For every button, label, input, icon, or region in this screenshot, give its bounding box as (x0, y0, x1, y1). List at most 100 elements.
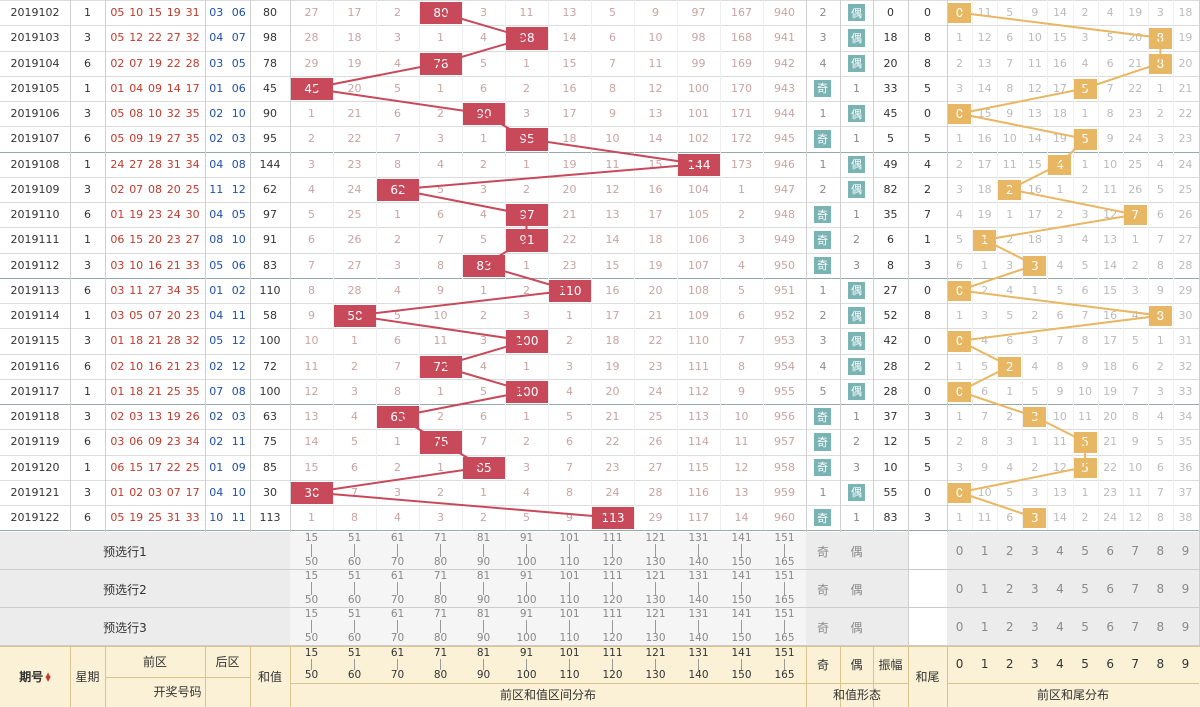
pred-range-option[interactable]: 51 60 (333, 609, 376, 644)
pred-range-option[interactable]: 61 70 (376, 533, 419, 568)
sum-range-miss: 8 (609, 81, 616, 95)
front-number: 19 (166, 410, 181, 424)
pred-odd-option[interactable]: 奇 (816, 582, 829, 597)
range-header: 141 150 (720, 648, 763, 681)
pred-range-option[interactable]: 131 140 (677, 571, 720, 606)
pred-tail-option[interactable]: 3 (1031, 544, 1039, 558)
pred-range-option[interactable]: 15 50 (290, 609, 333, 644)
pred-range-option[interactable]: 121 130 (634, 571, 677, 606)
pred-tail-option[interactable]: 2 (1005, 620, 1014, 634)
pred-tail-option[interactable]: 1 (980, 620, 989, 634)
grid-line (0, 480, 1200, 481)
tail-miss: 8 (981, 435, 989, 449)
pred-range-option[interactable]: 15 50 (290, 533, 333, 568)
pred-tail-option[interactable]: 4 (1056, 620, 1064, 634)
period-cell: 2019107 (10, 132, 60, 146)
pred-tail-option[interactable]: 5 (1081, 544, 1089, 558)
pred-range-option[interactable]: 151 165 (763, 533, 806, 568)
range-high: 90 (476, 632, 491, 644)
pred-tail-option[interactable]: 8 (1156, 620, 1165, 634)
pred-range-option[interactable]: 131 140 (677, 609, 720, 644)
pred-tail-option[interactable]: 3 (1031, 620, 1039, 634)
sum-header: 和值 (257, 670, 282, 684)
pred-tail-option[interactable]: 7 (1131, 544, 1140, 558)
grid-line (0, 429, 1200, 430)
grid-line (1047, 0, 1049, 531)
pred-range-option[interactable]: 151 165 (763, 571, 806, 606)
sum-range-miss: 948 (774, 208, 795, 222)
pred-range-option[interactable]: 111 120 (591, 533, 634, 568)
pred-range-option[interactable]: 91 100 (505, 609, 548, 644)
pred-tail-option[interactable]: 9 (1181, 620, 1190, 634)
pred-tail-option[interactable]: 0 (955, 544, 964, 558)
pred-tail-option[interactable]: 4 (1056, 544, 1064, 558)
pred-even-option[interactable]: 偶 (850, 544, 863, 559)
tail-miss: 19 (977, 208, 992, 222)
pred-tail-option[interactable]: 7 (1131, 620, 1140, 634)
pred-tail-option[interactable]: 4 (1056, 582, 1064, 596)
sum-range-miss: 944 (774, 107, 795, 121)
pred-range-option[interactable]: 71 80 (419, 533, 462, 568)
range-bar (784, 620, 785, 633)
pred-range-option[interactable]: 81 90 (462, 571, 505, 606)
pred-even-option[interactable]: 偶 (850, 620, 863, 635)
pred-range-option[interactable]: 141 150 (720, 571, 763, 606)
tail-digit-header: 1 (980, 657, 989, 672)
pred-range-option[interactable]: 121 130 (634, 533, 677, 568)
pred-range-option[interactable]: 121 130 (634, 609, 677, 644)
pred-tail-option[interactable]: 0 (955, 582, 964, 596)
pred-range-option[interactable]: 71 80 (419, 571, 462, 606)
sum-range-miss: 6 (437, 208, 444, 222)
pred-range-option[interactable]: 141 150 (720, 533, 763, 568)
pred-tail-option[interactable]: 8 (1156, 582, 1165, 596)
pred-range-option[interactable]: 91 100 (505, 533, 548, 568)
pred-range-option[interactable]: 15 50 (290, 571, 333, 606)
odd-miss: 1 (819, 485, 827, 499)
grid-line (634, 0, 635, 531)
pred-tail-option[interactable]: 6 (1106, 544, 1114, 558)
pred-odd-option[interactable]: 奇 (816, 620, 829, 635)
pred-range-option[interactable]: 71 80 (419, 609, 462, 644)
pred-tail-option[interactable]: 0 (955, 620, 964, 634)
pred-tail-option[interactable]: 9 (1181, 544, 1190, 558)
pred-range-option[interactable]: 111 120 (591, 609, 634, 644)
pred-tail-option[interactable]: 8 (1156, 544, 1165, 558)
pred-tail-option[interactable]: 9 (1181, 582, 1190, 596)
pred-tail-option[interactable]: 5 (1081, 582, 1089, 596)
pred-range-option[interactable]: 101 110 (548, 533, 591, 568)
sort-icon[interactable]: ▲ ▼ (45, 670, 51, 683)
pred-range-option[interactable]: 151 165 (763, 609, 806, 644)
sum-range-miss: 117 (688, 511, 709, 525)
sum-cell: 80 (263, 6, 277, 20)
pred-range-option[interactable]: 61 70 (376, 571, 419, 606)
pred-tail-option[interactable]: 6 (1106, 620, 1114, 634)
pred-tail-option[interactable]: 1 (980, 582, 989, 596)
pred-tail-option[interactable]: 7 (1131, 582, 1140, 596)
pred-range-option[interactable]: 81 90 (462, 533, 505, 568)
pred-range-option[interactable]: 61 70 (376, 609, 419, 644)
pred-tail-option[interactable]: 1 (980, 544, 989, 558)
pred-odd-option[interactable]: 奇 (816, 544, 829, 559)
sum-range-miss: 8 (566, 485, 573, 499)
even-miss: 1 (853, 511, 860, 525)
pred-range-option[interactable]: 141 150 (720, 609, 763, 644)
pred-tail-option[interactable]: 5 (1081, 620, 1089, 634)
pred-range-option[interactable]: 111 120 (591, 571, 634, 606)
pred-tail-option[interactable]: 6 (1106, 582, 1114, 596)
pred-range-option[interactable]: 131 140 (677, 533, 720, 568)
pred-tail-option[interactable]: 2 (1005, 544, 1014, 558)
pred-even-option[interactable]: 偶 (850, 582, 863, 597)
pred-range-option[interactable]: 51 60 (333, 571, 376, 606)
amplitude-cell: 52 (883, 309, 898, 323)
pred-range-option[interactable]: 101 110 (548, 609, 591, 644)
tail-miss: 3 (1156, 384, 1164, 398)
pred-range-option[interactable]: 91 100 (505, 571, 548, 606)
grid-line (70, 646, 71, 707)
pred-tail-option[interactable]: 3 (1031, 582, 1039, 596)
pred-range-option[interactable]: 81 90 (462, 609, 505, 644)
pred-range-option[interactable]: 101 110 (548, 571, 591, 606)
pred-tail-option[interactable]: 2 (1005, 582, 1014, 596)
sum-range-miss: 19 (347, 56, 362, 70)
pred-range-option[interactable]: 51 60 (333, 533, 376, 568)
period-header[interactable]: 期号 ▲ ▼ (19, 670, 51, 684)
